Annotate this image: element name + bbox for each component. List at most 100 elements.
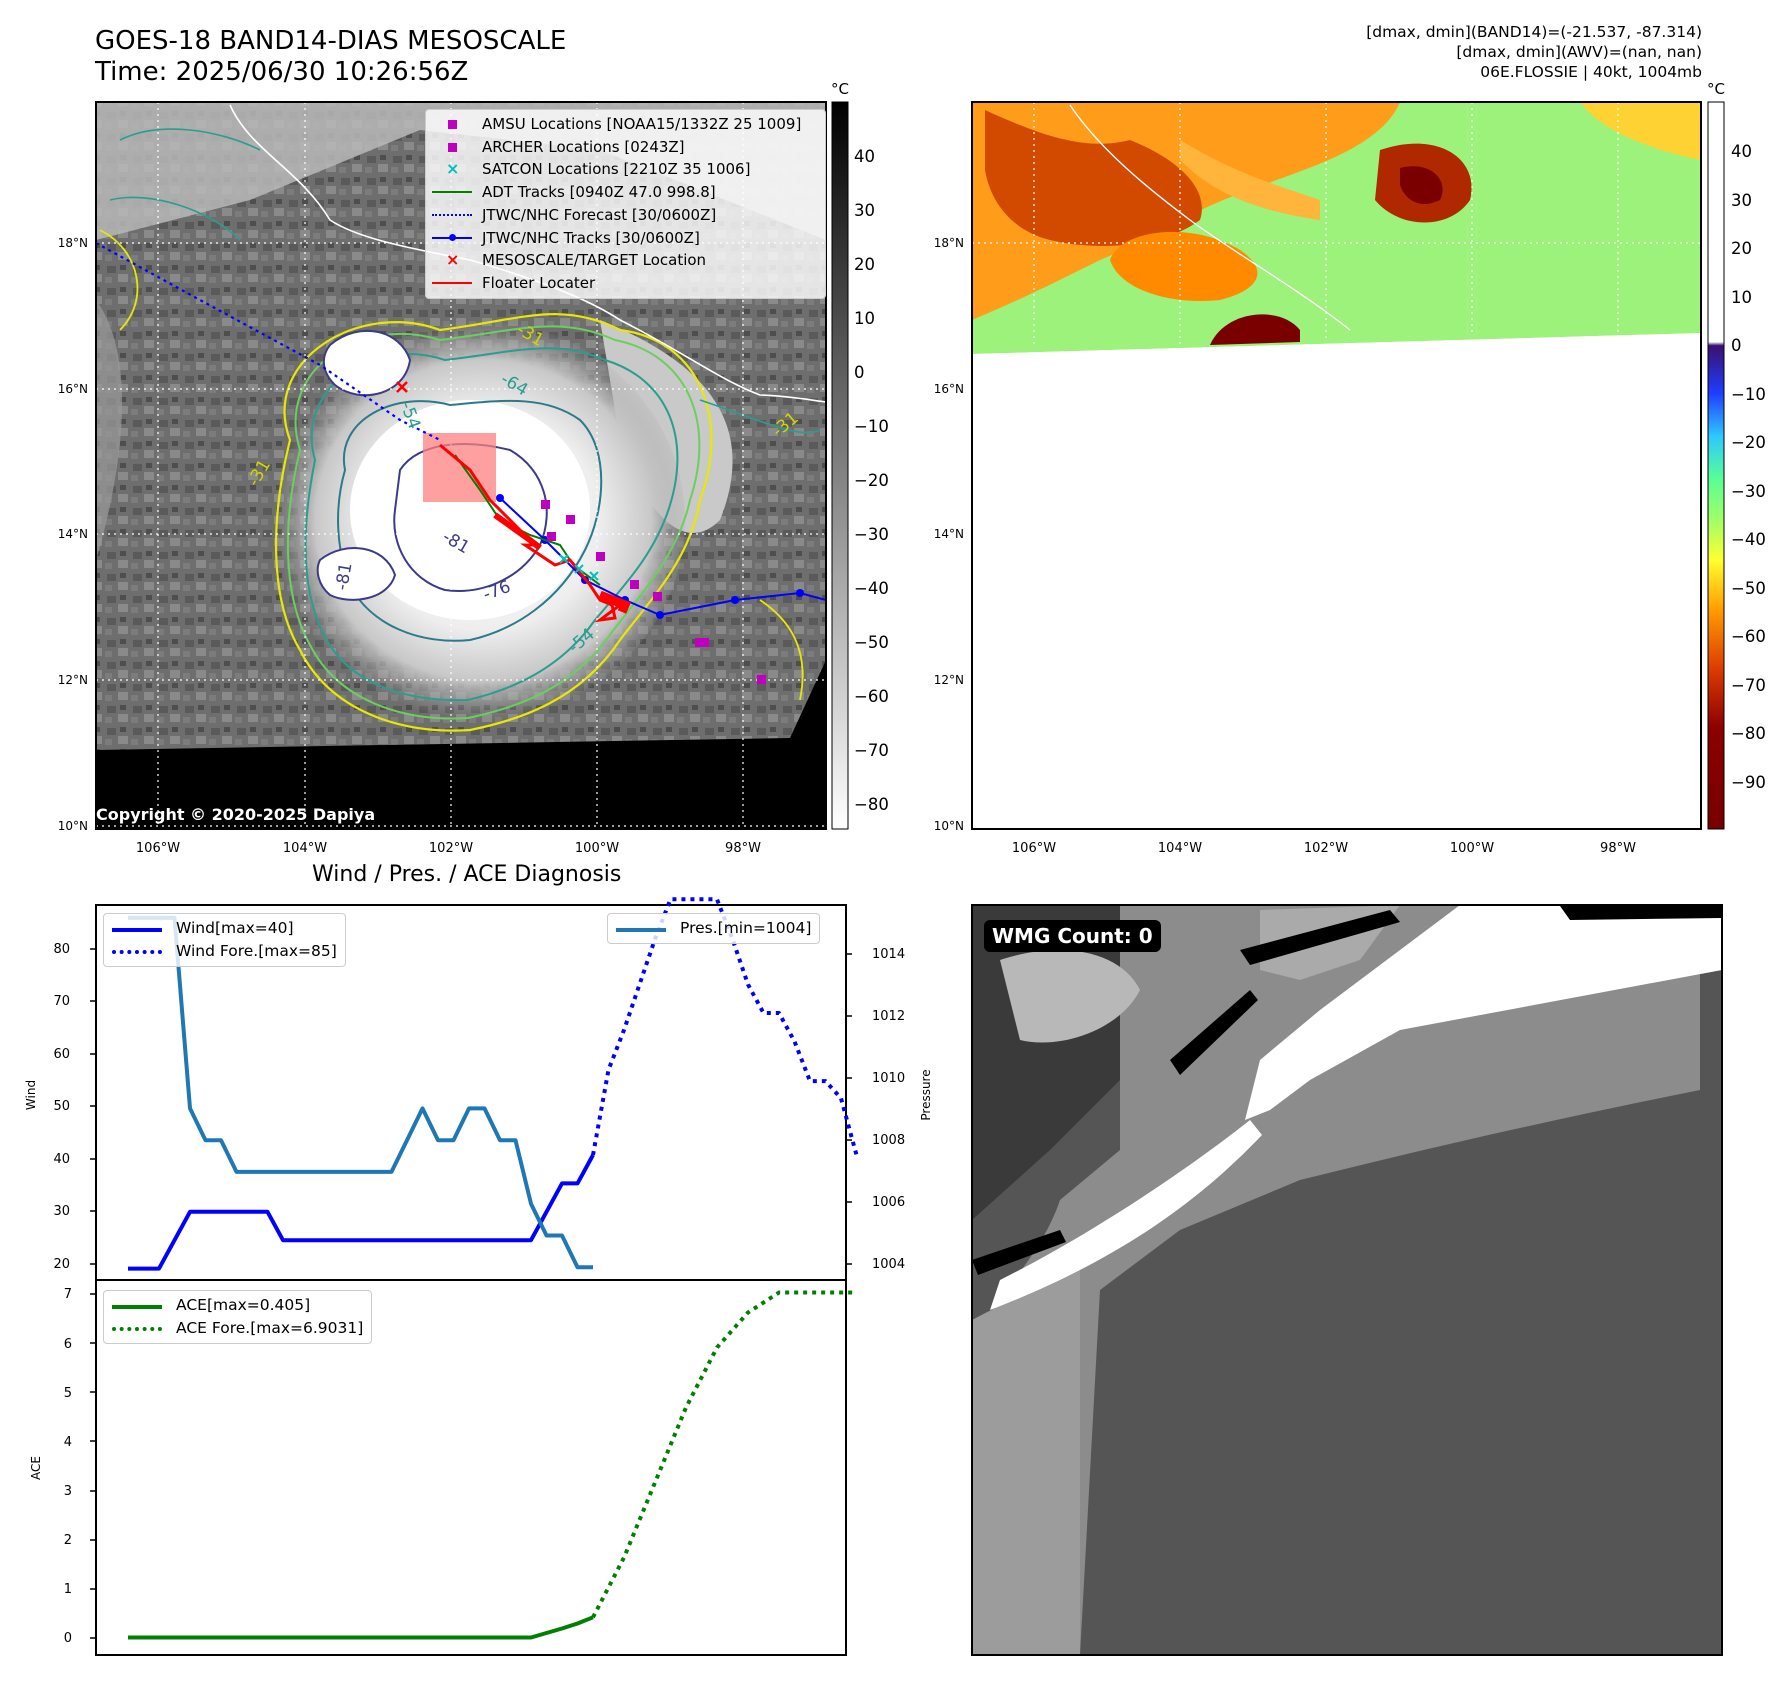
dotted-line-icon (112, 1322, 166, 1336)
ir-tick: −50 (854, 633, 889, 652)
ir-colorbar-unit: °C (831, 80, 849, 98)
lat-label: 14°N (934, 527, 964, 541)
wind-axis-label: Wind (24, 1080, 38, 1110)
main-title: GOES-18 BAND14-DIAS MESOSCALE Time: 2025/… (95, 26, 566, 88)
wind-tick: 80 (53, 942, 70, 957)
ir-lat-labels: 18°N 16°N 14°N 12°N 10°N (58, 236, 88, 833)
lon-label: 100°W (575, 841, 619, 856)
wind-ticks: 80 70 60 50 40 30 20 (53, 942, 70, 1272)
lon-label: 104°W (283, 841, 327, 856)
square-marker-icon (432, 140, 472, 154)
lon-label: 98°W (725, 841, 761, 856)
lat-label: 12°N (58, 673, 88, 687)
wmg-count-badge: WMG Count: 0 (984, 920, 1161, 952)
ace-tick: 2 (64, 1533, 72, 1548)
lon-label: 104°W (1158, 841, 1202, 856)
ir-map-legend: AMSU Locations [NOAA15/1332Z 25 1009] AR… (425, 109, 826, 299)
wmg-map (972, 905, 1722, 1655)
ace-tick: 4 (64, 1435, 72, 1450)
line-marker-icon (112, 1299, 166, 1313)
ir-tick: 20 (854, 255, 875, 274)
lat-label: 14°N (58, 527, 88, 541)
legend-label: ACE[max=0.405] (176, 1296, 311, 1314)
awv-tick: −10 (1731, 385, 1766, 404)
legend-ace: ACE[max=0.405] (112, 1294, 363, 1317)
pressure-tick: 1008 (872, 1133, 905, 1148)
wind-tick: 40 (53, 1152, 70, 1167)
awv-lon-labels: 106°W 104°W 102°W 100°W 98°W (1012, 841, 1636, 856)
lat-label: 18°N (58, 236, 88, 250)
legend-label: JTWC/NHC Forecast [30/0600Z] (482, 205, 717, 224)
lat-label: 16°N (934, 382, 964, 396)
lon-label: 102°W (429, 841, 473, 856)
ace-tick: 1 (64, 1582, 72, 1597)
awv-tick: 0 (1731, 336, 1742, 355)
lat-label: 12°N (934, 673, 964, 687)
diagnosis-title: Wind / Pres. / ACE Diagnosis (312, 862, 622, 887)
awv-tick: −70 (1731, 676, 1766, 695)
ir-colorbar (831, 101, 849, 830)
awv-colorbar-ticks: 40 30 20 10 0 −10 −20 −30 −40 −50 −60 −7… (1731, 142, 1766, 792)
awv-tick: −40 (1731, 530, 1766, 549)
pressure-tick: 1014 (872, 947, 905, 962)
band14-range: [dmax, dmin](BAND14)=(-21.537, -87.314) (1366, 23, 1702, 41)
awv-tick: 40 (1731, 142, 1752, 161)
storm-summary: 06E.FLOSSIE | 40kt, 1004mb (1480, 63, 1702, 81)
lat-label: 10°N (58, 819, 88, 833)
awv-tick: −50 (1731, 579, 1766, 598)
legend-label: Floater Locater (482, 273, 596, 292)
legend-label: JTWC/NHC Tracks [30/0600Z] (482, 228, 700, 247)
legend-label: Pres.[min=1004] (680, 919, 812, 937)
contour-label-81a: -81 (332, 561, 357, 592)
x-marker-icon: × (446, 249, 460, 269)
ace-tick: 3 (64, 1484, 72, 1499)
wind-tick: 60 (53, 1047, 70, 1062)
awv-lat-labels: 18°N 16°N 14°N 12°N 10°N (934, 236, 964, 833)
legend-label: Wind[max=40] (176, 919, 294, 937)
awv-map-frame (971, 101, 1702, 830)
awv-tick: 10 (1731, 288, 1752, 307)
ir-tick: 0 (854, 363, 865, 382)
pressure-ticks: 1014 1012 1010 1008 1006 1004 (872, 947, 905, 1272)
wind-tick: 70 (53, 994, 70, 1009)
ir-tick: −60 (854, 687, 889, 706)
series-line-1-0 (128, 915, 593, 1270)
legend-label: MESOSCALE/TARGET Location (482, 251, 707, 270)
legend-label: AMSU Locations [NOAA15/1332Z 25 1009] (482, 115, 802, 133)
wmg-frame (971, 904, 1723, 1656)
series-line-0-0 (128, 1154, 595, 1271)
legend-adt: ADT Tracks [0940Z 47.0 998.8] (432, 181, 817, 204)
wind-legend: Wind[max=40] Wind Fore.[max=85] (103, 913, 346, 967)
lon-label: 100°W (1450, 841, 1494, 856)
legend-wind-fore: Wind Fore.[max=85] (112, 940, 337, 963)
ace-ticks: 7 6 5 4 3 2 1 0 (64, 1287, 72, 1646)
awv-tick: 30 (1731, 191, 1752, 210)
ir-tick: −70 (854, 741, 889, 760)
legend-archer: ARCHER Locations [0243Z] (432, 136, 817, 159)
lon-label: 106°W (136, 841, 180, 856)
line-dot-icon (432, 231, 472, 245)
legend-forecast: JTWC/NHC Forecast [30/0600Z] (432, 204, 817, 227)
legend-floater: Floater Locater (432, 272, 817, 295)
ir-colorbar-ticks: 40 30 20 10 0 −10 −20 −30 −40 −50 −60 −7… (854, 147, 889, 814)
lon-label: 106°W (1012, 841, 1056, 856)
legend-amsu: AMSU Locations [NOAA15/1332Z 25 1009] (432, 113, 817, 136)
legend-label: Wind Fore.[max=85] (176, 942, 337, 960)
awv-colorbar-unit: °C (1707, 80, 1725, 98)
awv-tick: −60 (1731, 627, 1766, 646)
awv-tick: 20 (1731, 239, 1752, 258)
lat-label: 10°N (934, 819, 964, 833)
ace-tick: 7 (64, 1287, 72, 1302)
legend-wind: Wind[max=40] (112, 917, 337, 940)
ace-tick: 5 (64, 1386, 72, 1401)
wind-tick: 50 (53, 1099, 70, 1114)
pressure-tick: 1004 (872, 1257, 905, 1272)
awv-range: [dmax, dmin](AWV)=(nan, nan) (1456, 43, 1702, 61)
ace-axis-label: ACE (29, 1456, 43, 1480)
x-marker-icon: × (446, 158, 460, 178)
ir-tick: 10 (854, 309, 875, 328)
legend-ace-fore: ACE Fore.[max=6.9031] (112, 1317, 363, 1340)
ir-lon-labels: 106°W 104°W 102°W 100°W 98°W (136, 841, 761, 856)
ir-tick: −40 (854, 579, 889, 598)
